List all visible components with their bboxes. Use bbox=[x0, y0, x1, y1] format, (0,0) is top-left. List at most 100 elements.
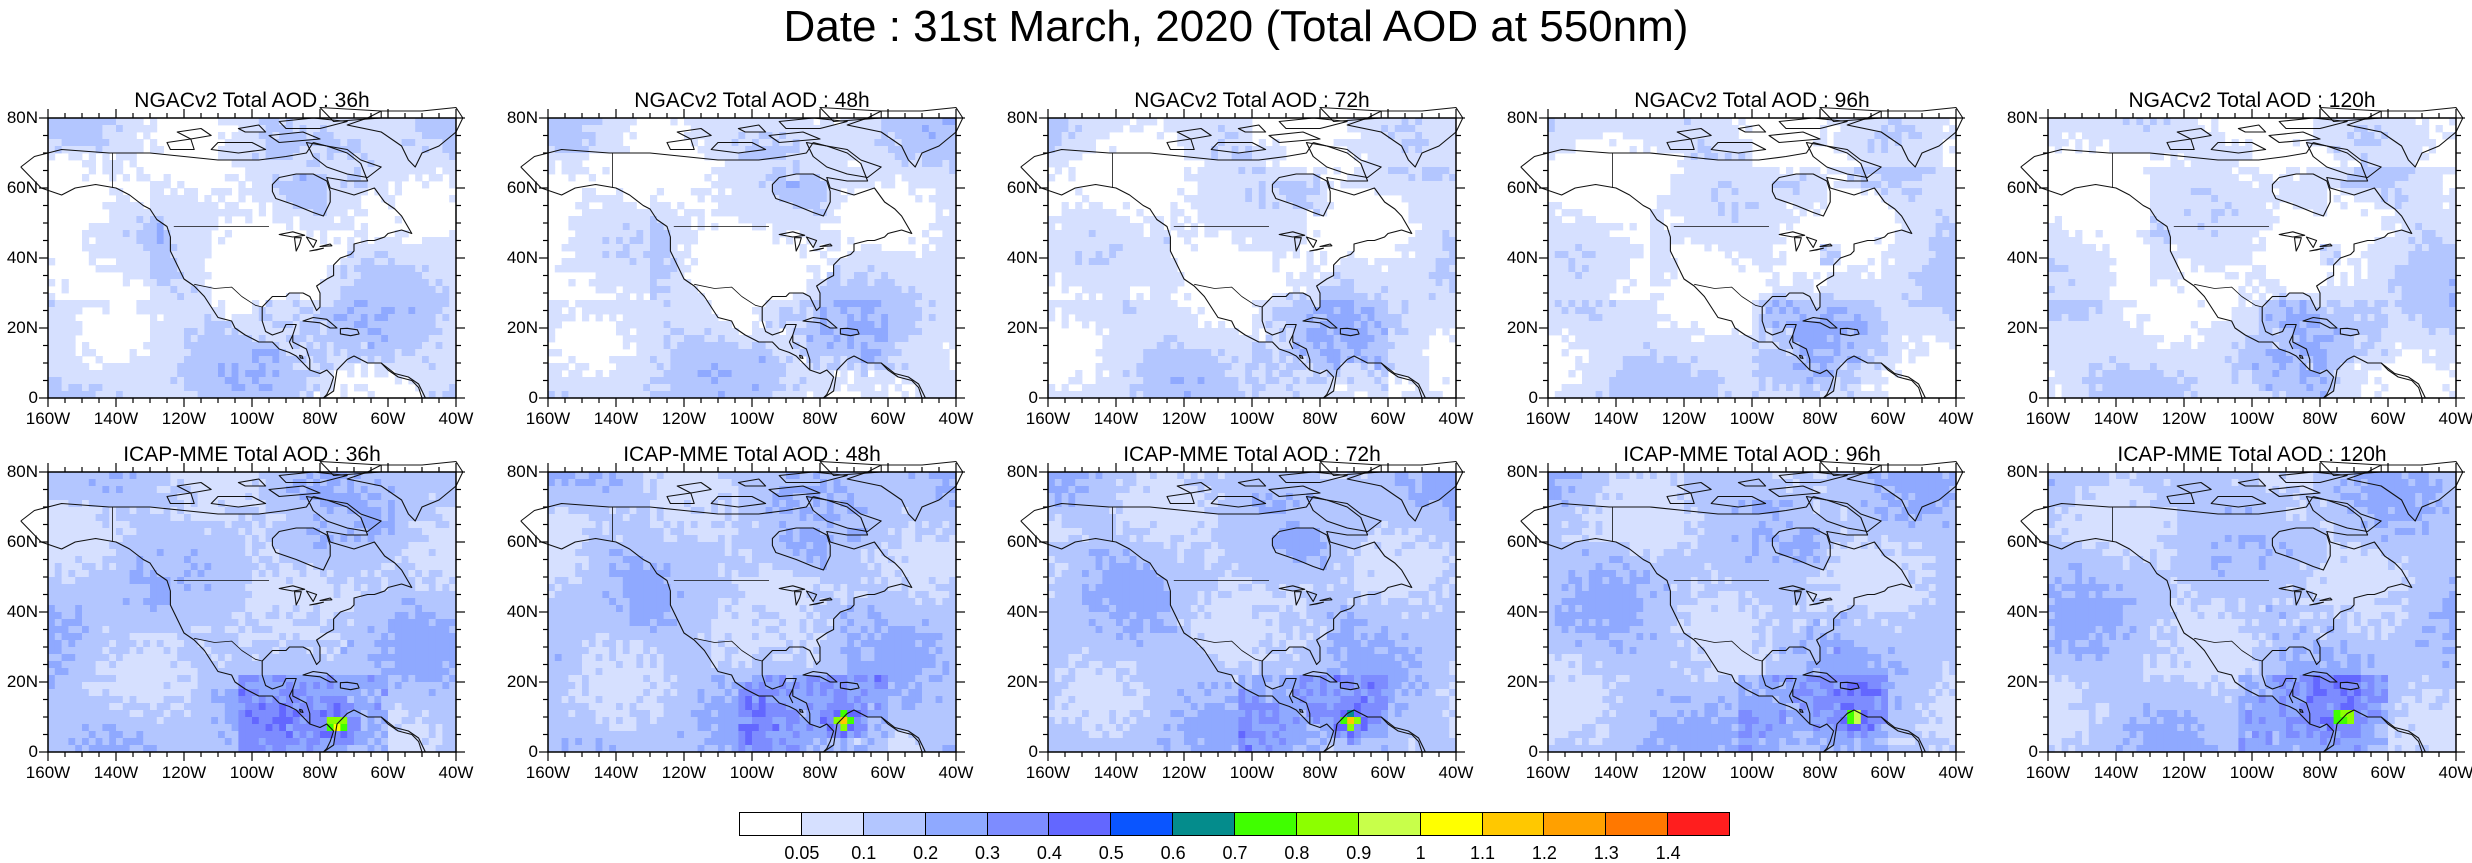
aod-cell bbox=[368, 314, 375, 321]
aod-cell bbox=[1266, 307, 1273, 314]
aod-cell bbox=[408, 153, 415, 160]
aod-cell bbox=[895, 153, 902, 160]
aod-cell bbox=[293, 314, 300, 321]
aod-cell bbox=[1245, 216, 1252, 223]
aod-cell bbox=[442, 118, 449, 125]
aod-cell bbox=[1442, 118, 1449, 125]
aod-cell bbox=[395, 237, 402, 244]
aod-cell bbox=[1422, 125, 1429, 132]
aod-cell bbox=[759, 132, 766, 139]
aod-cell bbox=[313, 216, 320, 223]
aod-cell bbox=[1116, 223, 1123, 230]
aod-cell bbox=[347, 139, 354, 146]
aod-cell bbox=[902, 139, 909, 146]
aod-cell bbox=[861, 314, 868, 321]
aod-cell bbox=[847, 272, 854, 279]
aod-cell bbox=[1272, 160, 1279, 167]
aod-cell bbox=[895, 356, 902, 363]
aod-cell bbox=[1381, 321, 1388, 328]
aod-cell bbox=[191, 370, 198, 377]
aod-cell bbox=[813, 223, 820, 230]
aod-cell bbox=[306, 167, 313, 174]
aod-cell bbox=[1157, 132, 1164, 139]
aod-cell bbox=[1354, 181, 1361, 188]
aod-cell bbox=[436, 279, 443, 286]
aod-cell bbox=[225, 335, 232, 342]
aod-cell bbox=[286, 293, 293, 300]
aod-cell bbox=[1306, 174, 1313, 181]
aod-cell bbox=[1211, 230, 1218, 237]
aod-cell bbox=[929, 279, 936, 286]
aod-cell bbox=[942, 349, 949, 356]
aod-cell bbox=[415, 265, 422, 272]
aod-cell bbox=[150, 279, 157, 286]
aod-cell bbox=[1102, 125, 1109, 132]
aod-cell bbox=[123, 132, 130, 139]
aod-cell bbox=[813, 181, 820, 188]
aod-cell bbox=[442, 363, 449, 370]
aod-cell bbox=[1320, 286, 1327, 293]
aod-cell bbox=[130, 209, 137, 216]
aod-cell bbox=[1062, 160, 1069, 167]
aod-cell bbox=[922, 335, 929, 342]
aod-cell bbox=[252, 370, 259, 377]
aod-cell bbox=[415, 307, 422, 314]
aod-cell bbox=[1422, 188, 1429, 195]
aod-cell bbox=[327, 349, 334, 356]
aod-cell bbox=[1368, 153, 1375, 160]
aod-cell bbox=[942, 244, 949, 251]
aod-cell bbox=[1293, 181, 1300, 188]
aod-cell bbox=[616, 125, 623, 132]
aod-cell bbox=[786, 384, 793, 391]
aod-cell bbox=[177, 342, 184, 349]
aod-cell bbox=[143, 370, 150, 377]
aod-cell bbox=[1198, 307, 1205, 314]
aod-cell bbox=[1225, 125, 1232, 132]
aod-cell bbox=[929, 139, 936, 146]
aod-cell bbox=[616, 363, 623, 370]
aod-cell bbox=[908, 363, 915, 370]
aod-cell bbox=[555, 314, 562, 321]
aod-cell bbox=[677, 251, 684, 258]
aod-cell bbox=[589, 237, 596, 244]
aod-cell bbox=[1347, 349, 1354, 356]
aod-cell bbox=[395, 216, 402, 223]
aod-cell bbox=[1211, 167, 1218, 174]
aod-cell bbox=[62, 370, 69, 377]
aod-cell bbox=[1232, 160, 1239, 167]
aod-cell bbox=[1096, 230, 1103, 237]
aod-cell bbox=[1361, 328, 1368, 335]
aod-cell bbox=[745, 377, 752, 384]
aod-cell bbox=[902, 363, 909, 370]
aod-cell bbox=[252, 314, 259, 321]
aod-cell bbox=[908, 153, 915, 160]
aod-cell bbox=[827, 160, 834, 167]
aod-cell bbox=[368, 265, 375, 272]
aod-cell bbox=[1102, 272, 1109, 279]
aod-cell bbox=[861, 139, 868, 146]
aod-cell bbox=[116, 216, 123, 223]
aod-cell bbox=[123, 377, 130, 384]
aod-cell bbox=[562, 265, 569, 272]
aod-cell bbox=[630, 118, 637, 125]
aod-cell bbox=[609, 125, 616, 132]
aod-cell bbox=[402, 335, 409, 342]
aod-cell bbox=[388, 251, 395, 258]
aod-cell bbox=[854, 335, 861, 342]
aod-cell bbox=[718, 321, 725, 328]
aod-cell bbox=[136, 377, 143, 384]
aod-cell bbox=[395, 167, 402, 174]
aod-cell bbox=[1272, 167, 1279, 174]
aod-cell bbox=[293, 356, 300, 363]
aod-cell bbox=[1347, 139, 1354, 146]
aod-cell bbox=[191, 356, 198, 363]
aod-cell bbox=[1245, 230, 1252, 237]
aod-cell bbox=[96, 237, 103, 244]
aod-cell bbox=[1238, 174, 1245, 181]
aod-cell bbox=[82, 139, 89, 146]
aod-cell bbox=[711, 342, 718, 349]
aod-cell bbox=[902, 321, 909, 328]
aod-cell bbox=[575, 125, 582, 132]
aod-cell bbox=[847, 349, 854, 356]
aod-cell bbox=[116, 251, 123, 258]
